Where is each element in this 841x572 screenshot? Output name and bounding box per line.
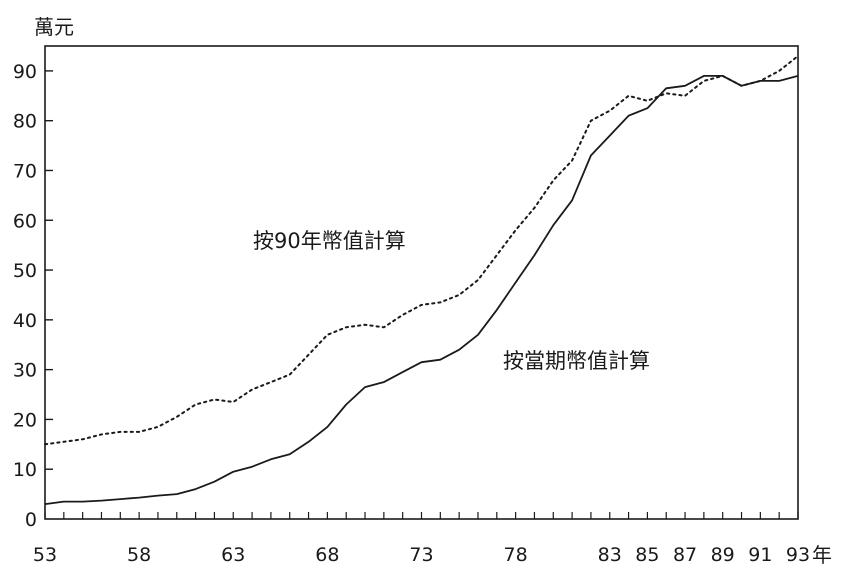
x-tick-label: 87 [673, 544, 697, 566]
x-tick-label: 89 [711, 544, 735, 566]
y-tick-label: 90 [13, 61, 37, 83]
y-tick-label: 70 [13, 160, 37, 182]
y-unit-label: 萬元 [34, 15, 74, 39]
x-tick-label: 78 [504, 544, 528, 566]
x-tick-label: 58 [127, 544, 151, 566]
series-line-current-prices [44, 75, 799, 505]
y-tick-label: 50 [13, 260, 37, 282]
x-tick-label: 53 [33, 544, 57, 566]
annotation-90-prices: 按90年幣值計算 [253, 229, 406, 253]
y-tick-label: 40 [13, 310, 37, 332]
y-tick-label: 0 [25, 509, 37, 531]
annotation-current-prices: 按當期幣值計算 [503, 349, 650, 373]
x-tick-label: 91 [748, 544, 772, 566]
x-tick-label: 93 [786, 544, 810, 566]
x-tick-label: 68 [315, 544, 339, 566]
y-tick-label: 80 [13, 111, 37, 133]
x-tick-label: 63 [221, 544, 245, 566]
plot-frame [44, 45, 799, 520]
x-tick-label: 85 [635, 544, 659, 566]
x-tick-label: 83 [598, 544, 622, 566]
y-tick-label: 20 [13, 409, 37, 431]
x-unit-label: 年 [812, 543, 832, 567]
series-line-90-prices [44, 55, 799, 446]
y-tick-label: 10 [13, 459, 37, 481]
x-tick-label: 73 [409, 544, 433, 566]
y-tick-label: 60 [13, 210, 37, 232]
y-tick-label: 30 [13, 360, 37, 382]
